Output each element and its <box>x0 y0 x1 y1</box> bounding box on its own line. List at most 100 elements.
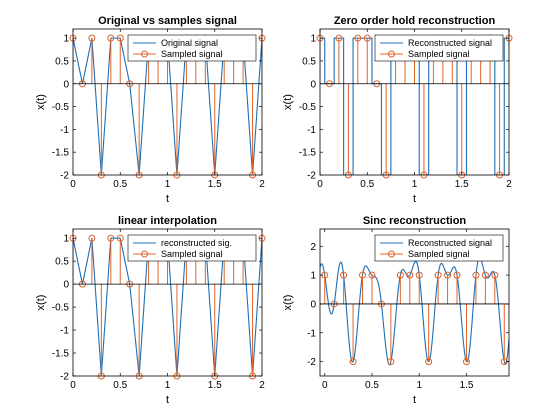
legend-label: Original signal <box>161 38 218 48</box>
y-tick-label: -1 <box>60 125 69 136</box>
y-axis-label: x(t) <box>282 295 294 311</box>
x-tick-label: 0.5 <box>113 380 127 391</box>
y-tick-label: -2 <box>60 372 69 383</box>
x-tick-label: 0 <box>70 380 76 391</box>
x-tick-label: 2 <box>259 179 265 190</box>
x-axis-label: t <box>413 193 416 205</box>
y-tick-label: 1 <box>63 34 69 45</box>
y-tick-label: 0 <box>310 299 316 310</box>
y-tick-label: 1 <box>63 234 69 245</box>
sample-marker <box>387 358 395 366</box>
y-tick-label: -0.5 <box>52 303 70 314</box>
sample-marker <box>491 271 499 279</box>
sample-marker <box>396 271 404 279</box>
x-tick-label: 0.5 <box>360 179 374 190</box>
chart-title: Original vs samples signal <box>98 15 237 27</box>
sample-marker <box>444 271 452 279</box>
x-tick-label: 2 <box>259 380 265 391</box>
x-tick-label: 1.5 <box>455 179 469 190</box>
chart-title: Sinc reconstruction <box>363 215 467 227</box>
y-tick-label: -0.5 <box>52 102 70 113</box>
y-tick-label: -1 <box>307 125 316 136</box>
legend-label: Sampled signal <box>161 249 223 259</box>
x-axis-label: t <box>413 394 416 406</box>
subplot-zoh: Zero order hold reconstruction 0 0.5 1 1.5 2 -… <box>282 15 513 205</box>
sample-marker <box>340 271 348 279</box>
x-tick-label: 0 <box>317 179 323 190</box>
legend-label: Reconstructed signal <box>408 238 492 248</box>
x-tick-label: 0 <box>322 380 328 391</box>
x-axis-label: t <box>166 394 169 406</box>
sample-marker <box>116 234 124 242</box>
y-tick-label: 0 <box>63 79 69 90</box>
legend: reconstructed sig.Sampled signal <box>127 234 257 262</box>
y-tick-label: -1.5 <box>299 148 317 159</box>
sample-marker <box>462 358 470 366</box>
y-tick-label: -2 <box>307 171 316 182</box>
x-tick-label: 1 <box>416 380 422 391</box>
legend-label: Sampled signal <box>408 49 470 59</box>
y-tick-label: -1.5 <box>52 349 70 360</box>
x-tick-label: 1 <box>412 179 418 190</box>
y-tick-label: -1.5 <box>52 148 70 159</box>
subplot-original: Original vs samples signal 0 0.5 1 1.5 2 -2 -1.… <box>35 15 266 205</box>
y-axis-label: x(t) <box>282 94 294 110</box>
sample-marker <box>335 34 343 42</box>
y-tick-label: -0.5 <box>299 102 317 113</box>
sample-marker <box>107 234 115 242</box>
y-tick-label: 0.5 <box>55 257 69 268</box>
y-tick-label: -1 <box>60 326 69 337</box>
y-tick-label: 1 <box>310 271 316 282</box>
legend-marker-samples <box>141 250 148 258</box>
y-tick-label: 2 <box>310 242 316 253</box>
legend-label: Sampled signal <box>408 249 470 259</box>
x-tick-label: 0 <box>70 179 76 190</box>
chart-title: Zero order hold reconstruction <box>334 15 496 27</box>
y-tick-label: -2 <box>307 357 316 368</box>
y-tick-label: 1 <box>310 34 316 45</box>
legend-marker-samples <box>388 50 395 58</box>
sample-marker <box>363 34 371 42</box>
chart-title: linear interpolation <box>118 215 217 227</box>
sample-marker <box>359 271 367 279</box>
y-axis-label: x(t) <box>35 295 47 311</box>
series-line-signal <box>320 257 509 366</box>
x-axis-label: t <box>166 193 169 205</box>
sample-marker <box>107 34 115 42</box>
legend-label: Reconstructed signal <box>408 38 492 48</box>
x-tick-label: 1.5 <box>208 380 222 391</box>
sample-marker <box>88 234 96 242</box>
legend-label: reconstructed sig. <box>161 238 232 248</box>
legend-box <box>374 234 504 262</box>
subplot-sinc: Sinc reconstruction 0 0.5 1 1.5 -2 -1 0 1 2 t x(t) R… <box>282 215 510 406</box>
legend-marker-samples <box>388 250 395 258</box>
axes-box <box>319 228 510 377</box>
sample-marker <box>88 34 96 42</box>
sample-marker <box>368 271 376 279</box>
sample-marker <box>453 271 461 279</box>
x-tick-label: 1 <box>165 380 171 391</box>
x-tick-label: 1 <box>165 179 171 190</box>
sample-marker <box>481 271 489 279</box>
subplot-linear: linear interpolation 0 0.5 1 1.5 2 -2 -1.5 -1 -0.… <box>35 215 266 406</box>
sample-marker <box>116 34 124 42</box>
sample-marker <box>349 358 357 366</box>
legend-marker-samples <box>141 50 148 58</box>
x-tick-label: 0.5 <box>365 380 379 391</box>
sample-marker <box>406 271 414 279</box>
legend-box <box>374 34 504 62</box>
legend-label: Sampled signal <box>161 49 223 59</box>
y-tick-label: -2 <box>60 171 69 182</box>
x-tick-label: 0.5 <box>113 179 127 190</box>
plot-area <box>320 257 509 366</box>
legend-box <box>127 34 257 62</box>
y-tick-label: 0.5 <box>55 56 69 67</box>
sample-marker <box>472 271 480 279</box>
y-tick-label: 0.5 <box>302 56 316 67</box>
sample-marker <box>415 271 423 279</box>
x-tick-label: 1.5 <box>208 179 222 190</box>
y-tick-label: 0 <box>310 79 316 90</box>
